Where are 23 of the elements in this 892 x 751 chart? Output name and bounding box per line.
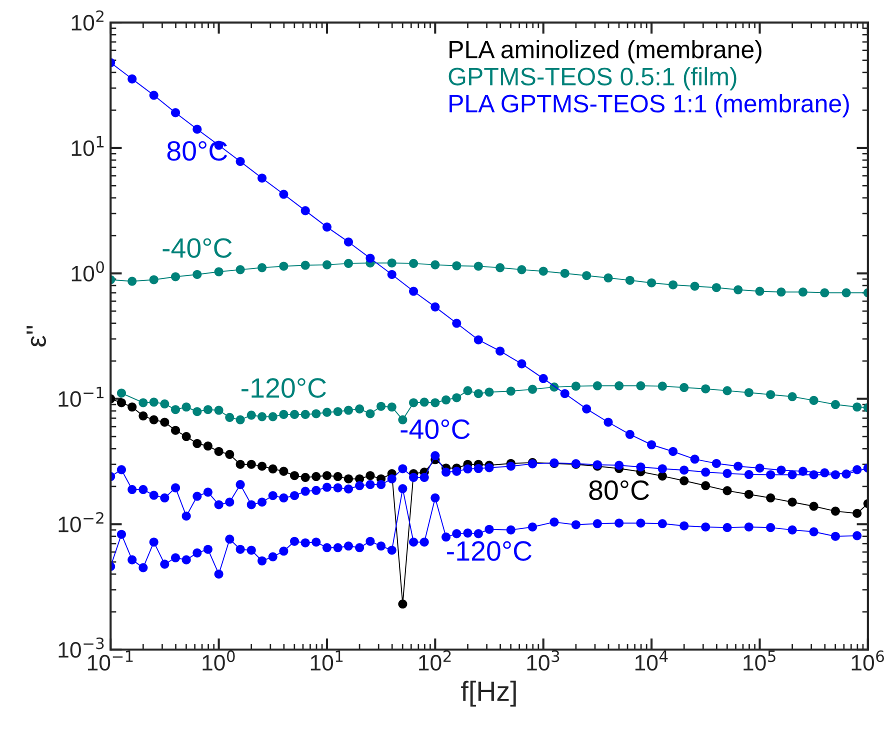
text: GPTMS-TEOS 0.5:1 (film): [448, 67, 736, 90]
x-tick-label: 10$^{2}$: [419, 650, 451, 671]
x-tick-label: 10$^{1}$: [310, 650, 343, 671]
x-tick-label: 10$^{5}$: [744, 650, 776, 671]
x-tick-label: 10$^{6}$: [852, 650, 884, 671]
y-tick-label: 10$^{2}$: [72, 10, 104, 31]
x-tick-label: 10$^{3}$: [527, 650, 560, 671]
annotation: -120°C: [242, 378, 326, 398]
y-tick-label: 10$^{1}$: [72, 136, 104, 156]
x-tick-label: 10$^{0}$: [202, 650, 235, 671]
annotation: -120°C: [447, 541, 532, 561]
annotation: 80°C: [167, 141, 228, 161]
annotation: 80°C: [589, 480, 650, 500]
y-axis-title: ε'': [26, 326, 46, 347]
y-tick-label: 10$^{−1}$: [58, 386, 104, 407]
y-tick-label: 10$^{−2}$: [58, 512, 104, 532]
annotation: -40°C: [400, 419, 470, 440]
annotation: -40°C: [162, 238, 232, 258]
y-tick-label: 10$^{0}$: [72, 261, 104, 282]
text: PLA aminolized (membrane): [450, 40, 762, 64]
x-axis-title: f[Hz]: [461, 680, 516, 707]
x-tick-label: 10$^{4}$: [635, 650, 668, 671]
text: PLA GPTMS-TEOS 1:1 (membrane): [450, 94, 849, 118]
